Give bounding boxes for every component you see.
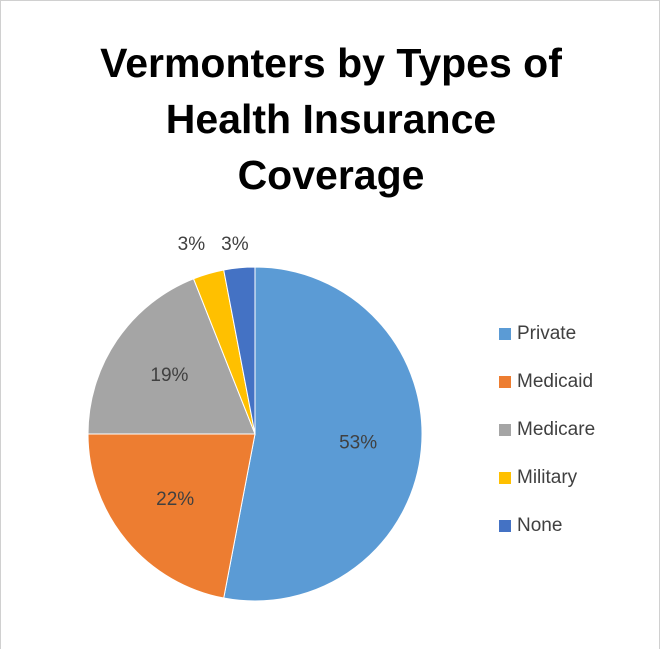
legend-swatch-military	[499, 472, 511, 484]
chart-title-line-1: Vermonters by Types of	[100, 40, 562, 86]
legend-swatch-none	[499, 520, 511, 532]
data-label-military: 3%	[178, 234, 206, 255]
pie-labels: 53% 22% 19% 3% 3%	[150, 234, 377, 510]
legend-item-medicaid: Medicaid	[499, 369, 649, 417]
pie-slice-none	[223, 266, 256, 435]
pie-slice-medicare	[87, 278, 256, 435]
legend-item-none: None	[499, 513, 649, 561]
legend-item-medicare: Medicare	[499, 417, 649, 465]
data-label-none: 3%	[221, 234, 249, 255]
legend-item-military: Military	[499, 465, 649, 513]
chart-title: Vermonters by Types of Health Insurance …	[1, 35, 661, 203]
legend-swatch-private	[499, 328, 511, 340]
legend-label-none: None	[517, 515, 563, 536]
pie-slice-medicaid	[87, 433, 256, 599]
data-label-private: 53%	[339, 433, 377, 454]
pie-slices	[87, 266, 423, 602]
legend-swatch-medicare	[499, 424, 511, 436]
chart-title-line-3: Coverage	[237, 152, 425, 198]
legend-label-military: Military	[517, 467, 578, 488]
data-label-medicare: 19%	[150, 365, 188, 386]
chart-title-line-2: Health Insurance	[165, 96, 497, 142]
legend: Private Medicaid Medicare Military None	[499, 321, 649, 561]
pie-slice-private	[223, 266, 423, 602]
legend-swatch-medicaid	[499, 376, 511, 388]
data-label-medicaid: 22%	[156, 489, 194, 510]
legend-label-medicare: Medicare	[517, 419, 596, 440]
legend-label-medicaid: Medicaid	[517, 371, 594, 392]
legend-item-private: Private	[499, 321, 649, 369]
legend-label-private: Private	[517, 323, 577, 344]
